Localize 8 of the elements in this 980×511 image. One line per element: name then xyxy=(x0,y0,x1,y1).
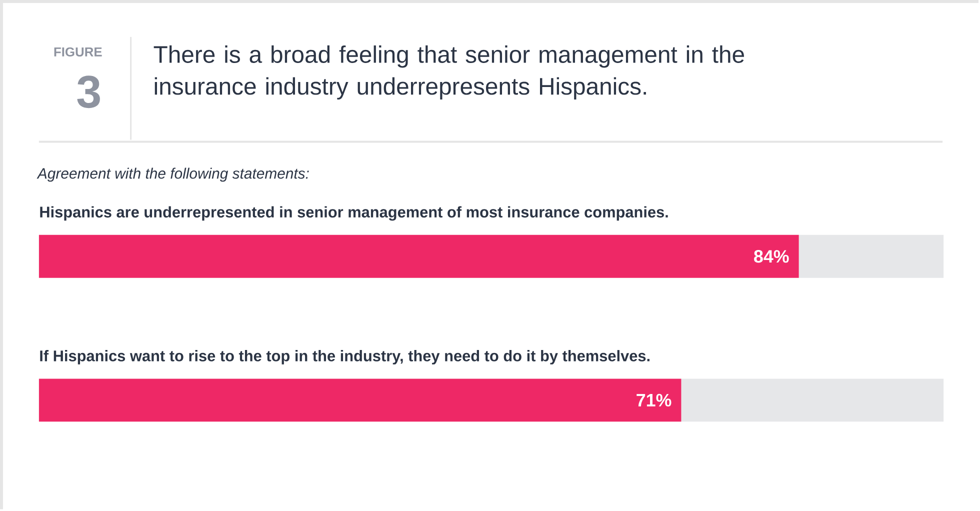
text: 3 xyxy=(77,76,100,108)
text: Agreement with the following statements: xyxy=(36,168,309,182)
y-tick-label: Hispanics are underrepresented in senior management of most insurance companies. xyxy=(40,206,668,221)
chart-title: There is a broad feeling that senior management in the insurance industry underrepresents Hispanics. xyxy=(154,46,744,100)
data-label: 84% xyxy=(754,250,789,263)
y-tick-label: If Hispanics want to rise to the top in the industry, they need to do it by themselves. xyxy=(40,350,650,365)
data-label: 71% xyxy=(636,394,672,407)
text: FIGURE xyxy=(54,47,102,57)
